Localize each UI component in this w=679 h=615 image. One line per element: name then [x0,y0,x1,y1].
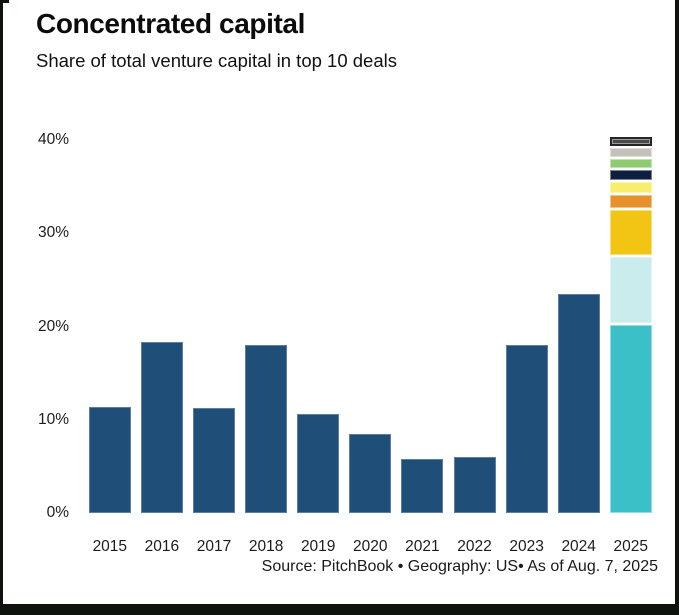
y-axis-label: 10% [37,410,69,428]
x-axis-label: 2015 [92,538,128,555]
y-axis-label: 0% [46,504,69,521]
chart-title: Concentrated capital [36,8,305,39]
x-axis-label: 2018 [248,538,284,555]
x-axis-label: 2023 [509,538,544,555]
y-axis-label: 30% [37,224,69,242]
bar-2018 [245,345,288,513]
chart-subtitle: Share of total venture capital in top 10… [36,50,397,71]
stack-segment [609,195,652,208]
stack-segment [609,158,652,168]
frame-corner-notch [3,0,9,3]
bar-2019 [297,414,340,513]
stack-segment [609,209,652,255]
stack-segment [609,137,652,147]
stack-segment [609,256,652,323]
bar-2020 [349,433,392,513]
stack-segment [609,169,652,180]
x-axis-label: 2024 [561,538,596,555]
y-axis-label: 40% [37,131,69,148]
bar-2025-stacked [609,137,652,513]
bar-2022 [453,457,496,513]
x-axis-label: 2020 [353,538,388,555]
stack-segment [609,148,652,157]
bar-2023 [505,345,548,513]
x-axis-label: 2022 [457,538,492,555]
bar-2024 [557,293,600,513]
x-axis-label: 2025 [613,538,649,555]
x-axis-label: 2017 [196,538,232,555]
stack-segment [609,182,652,194]
stack-segment [609,324,652,513]
source-attribution: Source: PitchBook • Geography: US• As of… [261,558,658,575]
x-axis-label: 2021 [405,538,440,555]
x-axis-label: 2019 [300,538,336,555]
x-axis-label: 2016 [144,538,180,555]
bar-2015 [88,406,131,513]
y-axis-label: 20% [37,317,69,335]
bar-2017 [193,407,235,513]
bar-2016 [140,342,183,513]
plot-area: 2015 2016 2017 2018 2019 2020 2021 2022 2023 2024… [80,137,658,555]
bar-2021 [401,458,444,513]
